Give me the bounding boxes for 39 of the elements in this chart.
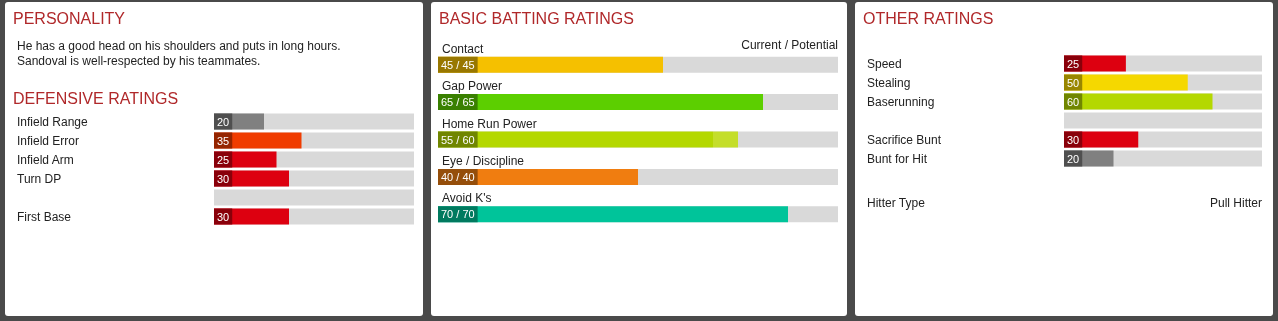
data-label: 65 / 65 — [441, 96, 475, 109]
data-label: 40 / 40 — [441, 170, 475, 183]
y-tick-label: Speed — [867, 56, 902, 70]
y-tick-label: Avoid K's — [442, 191, 492, 206]
data-label: 25 — [1067, 57, 1080, 69]
data-label: 60 — [1067, 95, 1080, 107]
chart-title: DEFENSIVE RATINGS — [13, 90, 179, 108]
y-tick-label: Eye / Discipline — [442, 153, 525, 168]
text: Pull Hitter — [1209, 196, 1262, 210]
text: Sandoval is well-respected by his teammates. — [17, 54, 261, 68]
y-tick-label: Turn DP — [17, 171, 62, 185]
data-label: 20 — [217, 115, 230, 127]
y-tick-label: Gap Power — [442, 79, 503, 94]
chart-title: BASIC BATTING RATINGS — [439, 10, 634, 28]
text: OTHER RATINGS — [863, 10, 994, 28]
y-tick-label: Infield Arm — [17, 152, 74, 166]
data-label: 70 / 70 — [441, 208, 475, 221]
data-label: 45 / 45 — [441, 58, 475, 71]
y-tick-label: Baserunning — [867, 94, 935, 108]
y-tick-label: Home Run Power — [442, 116, 537, 131]
data-label: 50 — [1067, 76, 1080, 88]
y-tick-label: Bunt for Hit — [867, 151, 928, 165]
y-tick-label: First Base — [17, 209, 72, 223]
data-label: 30 — [217, 172, 230, 184]
data-label: 55 / 60 — [441, 133, 475, 146]
text: Hitter Type — [867, 196, 925, 210]
y-tick-label: Sacrifice Bunt — [867, 132, 942, 146]
y-tick-label: Infield Range — [17, 114, 89, 128]
annotation: Current / Potential — [741, 38, 838, 52]
y-tick-label: Stealing — [867, 75, 911, 89]
data-label: 30 — [217, 210, 230, 222]
data-label: 30 — [1067, 133, 1080, 145]
text: PERSONALITY — [13, 10, 126, 28]
text: He has a good head on his shoulders and puts in long hours. — [17, 39, 341, 53]
y-tick-label: Contact — [442, 41, 485, 56]
y-tick-label: Infield Error — [17, 133, 80, 147]
data-label: 20 — [1067, 152, 1080, 164]
data-label: 25 — [217, 153, 230, 165]
data-label: 35 — [217, 134, 230, 146]
